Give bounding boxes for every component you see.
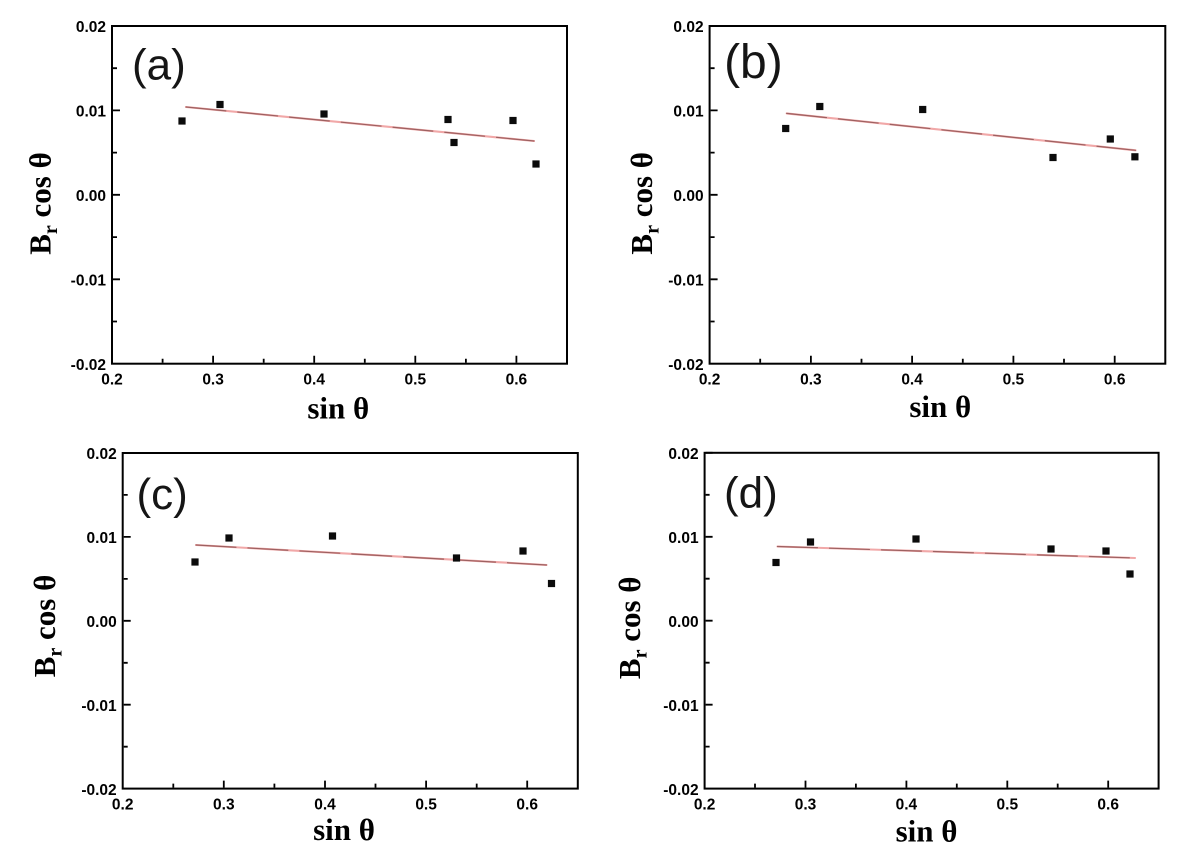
svg-text:0.00: 0.00	[673, 188, 703, 205]
svg-text:-0.01: -0.01	[668, 273, 704, 290]
svg-text:0.4: 0.4	[303, 372, 325, 389]
svg-text:sin θ: sin θ	[307, 391, 369, 426]
svg-text:(d): (d)	[724, 468, 778, 517]
svg-text:sin θ: sin θ	[909, 389, 971, 424]
svg-text:0.01: 0.01	[87, 530, 118, 547]
svg-text:0.4: 0.4	[901, 372, 923, 389]
svg-text:Br cos θ: Br cos θ	[22, 152, 62, 255]
svg-text:-0.02: -0.02	[668, 357, 703, 374]
svg-text:0.5: 0.5	[1003, 372, 1025, 389]
svg-text:0.02: 0.02	[668, 446, 698, 463]
svg-text:-0.01: -0.01	[71, 273, 107, 290]
svg-text:(a): (a)	[132, 41, 186, 90]
svg-text:0.3: 0.3	[800, 372, 822, 389]
svg-text:-0.02: -0.02	[71, 357, 106, 374]
svg-text:Br cos θ: Br cos θ	[624, 152, 664, 255]
svg-text:0.5: 0.5	[415, 797, 437, 814]
svg-text:0.02: 0.02	[76, 19, 106, 36]
svg-text:0.02: 0.02	[87, 446, 117, 463]
svg-text:-0.02: -0.02	[81, 782, 116, 799]
svg-text:0.3: 0.3	[202, 372, 224, 389]
svg-text:0.5: 0.5	[997, 797, 1019, 814]
svg-text:sin θ: sin θ	[896, 814, 958, 849]
svg-text:0.6: 0.6	[1104, 372, 1126, 389]
svg-text:0.01: 0.01	[668, 530, 699, 547]
svg-text:Br cos θ: Br cos θ	[612, 577, 652, 680]
svg-text:sin θ: sin θ	[313, 812, 375, 847]
svg-text:(b): (b)	[724, 36, 783, 89]
svg-text:0.5: 0.5	[405, 372, 427, 389]
svg-text:0.6: 0.6	[1097, 797, 1119, 814]
svg-text:0.02: 0.02	[673, 19, 703, 36]
svg-text:0.3: 0.3	[795, 797, 817, 814]
svg-text:0.00: 0.00	[87, 614, 117, 631]
svg-text:-0.01: -0.01	[81, 698, 117, 715]
svg-text:0.6: 0.6	[506, 372, 528, 389]
svg-text:0.4: 0.4	[314, 797, 336, 814]
svg-text:0.00: 0.00	[668, 614, 698, 631]
svg-text:0.01: 0.01	[673, 104, 704, 121]
svg-text:0.2: 0.2	[694, 797, 716, 814]
svg-text:-0.01: -0.01	[663, 698, 699, 715]
svg-text:0.4: 0.4	[896, 797, 918, 814]
svg-text:0.6: 0.6	[516, 797, 538, 814]
svg-text:0.00: 0.00	[76, 188, 106, 205]
svg-text:(c): (c)	[136, 470, 187, 519]
svg-text:0.01: 0.01	[76, 104, 107, 121]
svg-text:0.2: 0.2	[699, 372, 721, 389]
svg-text:0.3: 0.3	[213, 797, 235, 814]
svg-text:0.2: 0.2	[101, 372, 123, 389]
svg-text:Br cos θ: Br cos θ	[27, 575, 67, 678]
svg-text:0.2: 0.2	[112, 797, 134, 814]
svg-text:-0.02: -0.02	[663, 782, 698, 799]
